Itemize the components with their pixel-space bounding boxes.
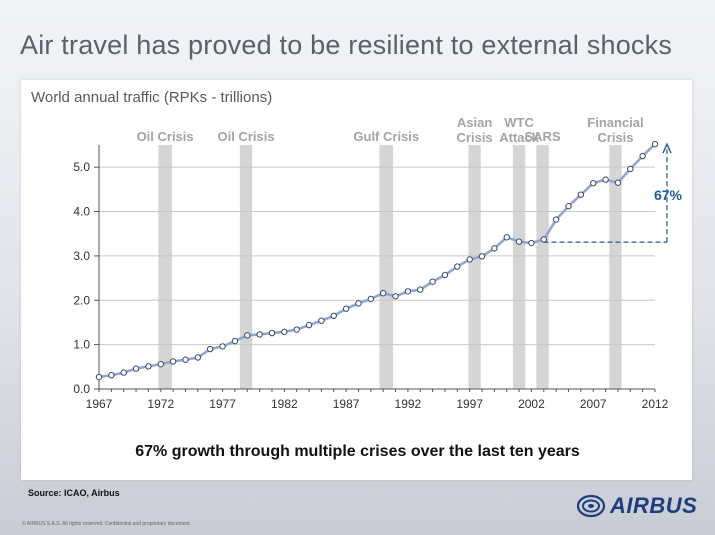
traffic-point [379, 289, 387, 297]
traffic-point [639, 152, 646, 160]
traffic-point [207, 345, 214, 353]
crisis-label: Oil Crisis [137, 129, 194, 144]
traffic-point [244, 332, 251, 339]
traffic-point [552, 216, 560, 223]
traffic-point [120, 369, 127, 376]
x-tick-label: 2012 [642, 397, 669, 411]
traffic-point [577, 191, 585, 198]
traffic-point [614, 179, 622, 186]
growth-label: 67% [654, 187, 683, 203]
crisis-label: WTC [504, 115, 534, 130]
x-tick-label: 1977 [209, 397, 236, 411]
traffic-point [478, 253, 486, 260]
traffic-point [454, 263, 461, 270]
y-tick-label: 4.0 [73, 205, 90, 219]
x-tick-label: 2007 [580, 397, 607, 411]
y-tick-label: 1.0 [73, 338, 90, 352]
crisis-band [239, 145, 253, 389]
airbus-logo-icon [576, 494, 606, 518]
crisis-band [158, 145, 172, 389]
source-note: Source: ICAO, Airbus [28, 488, 120, 498]
traffic-point [219, 343, 226, 350]
traffic-point [367, 295, 375, 303]
x-tick-label: 1967 [86, 397, 113, 411]
traffic-point [268, 329, 276, 337]
traffic-point [342, 305, 350, 312]
crisis-label: Attack [499, 130, 540, 145]
traffic-point [293, 326, 300, 333]
traffic-point [651, 140, 659, 148]
y-tick-label: 5.0 [73, 160, 90, 174]
traffic-point [330, 312, 337, 319]
x-tick-label: 1987 [333, 397, 360, 411]
y-tick-label: 3.0 [73, 249, 90, 263]
y-tick-label: 2.0 [73, 293, 90, 307]
x-tick-label: 2002 [518, 397, 545, 411]
grid-lines [99, 166, 655, 390]
chart-caption: 67% growth through multiple crises over … [135, 443, 580, 460]
x-tick-label: 1992 [395, 397, 422, 411]
traffic-point [169, 358, 177, 365]
traffic-point [392, 293, 399, 300]
traffic-point [145, 363, 152, 370]
traffic-point [404, 288, 412, 295]
growth-annotation: 67% [543, 142, 683, 243]
crisis-label: Financial [587, 115, 643, 130]
traffic-point [95, 373, 103, 381]
traffic-point [355, 300, 362, 307]
crisis-band [512, 145, 526, 389]
y-tick-label: 0.0 [73, 382, 90, 396]
tick-labels: 0.0 1.0 2.0 3.0 4.0 5.0 1967 1972 1977 1982 1987 19… [73, 160, 668, 411]
airbus-logo-text: AIRBUS [610, 493, 698, 518]
copyright-note: © AIRBUS S.A.S. All rights reserved. Con… [22, 521, 192, 527]
traffic-point [491, 245, 498, 252]
traffic-point [417, 286, 424, 293]
traffic-point [318, 317, 325, 324]
crisis-label: Gulf Crisis [353, 129, 419, 144]
traffic-point [194, 354, 202, 361]
crisis-label: Asian [457, 115, 492, 130]
traffic-point [256, 331, 263, 338]
crisis-band [536, 145, 549, 389]
axes [94, 145, 656, 392]
x-tick-label: 1997 [456, 397, 483, 411]
crisis-band [379, 145, 394, 389]
chart-panel [21, 80, 692, 480]
traffic-line [98, 143, 656, 379]
crisis-label: Crisis [457, 130, 493, 145]
traffic-point [281, 328, 288, 335]
crisis-band [609, 145, 622, 389]
traffic-point [132, 365, 140, 372]
crisis-label: Crisis [597, 130, 633, 145]
growth-arrowhead [662, 142, 672, 154]
chart-title: World annual traffic (RPKs - trillions) [31, 89, 273, 106]
traffic-point [182, 356, 189, 363]
crisis-label: SARS [525, 129, 561, 144]
x-tick-label: 1972 [147, 397, 174, 411]
traffic-point [157, 360, 164, 368]
traffic-point [515, 238, 523, 245]
traffic-series [95, 140, 659, 381]
traffic-point [602, 176, 609, 183]
traffic-point [108, 372, 115, 379]
crisis-band [468, 145, 481, 389]
x-tick-label: 1982 [271, 397, 298, 411]
crisis-label: Oil Crisis [217, 129, 274, 144]
traffic-point [590, 179, 597, 187]
traffic-point [441, 271, 449, 279]
traffic-point [627, 165, 634, 173]
traffic-point [503, 234, 510, 241]
traffic-point [305, 321, 313, 329]
traffic-point [540, 236, 547, 243]
airbus-logo: AIRBUS [576, 492, 697, 520]
traffic-point [528, 239, 535, 247]
traffic-point [231, 337, 239, 345]
traffic-point [429, 278, 436, 285]
traffic-point [565, 203, 572, 210]
traffic-point [466, 256, 473, 263]
crisis-bands: Oil Crisis Oil Crisis Gulf CrisisAsianCris… [137, 115, 644, 389]
slide-title: Air travel has proved to be resilient to… [20, 30, 673, 60]
